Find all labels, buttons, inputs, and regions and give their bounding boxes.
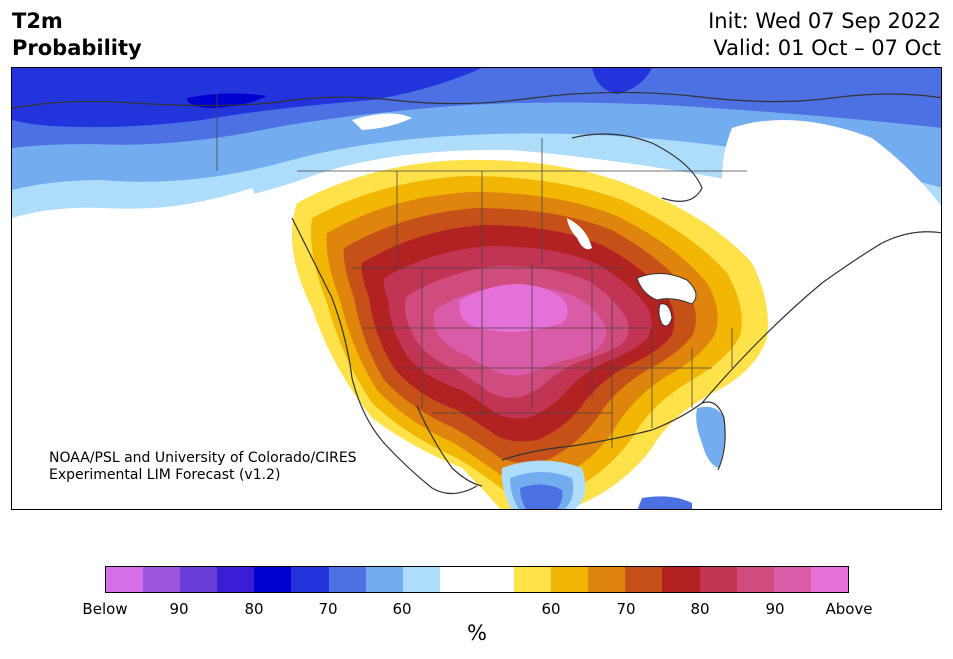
- colorbar-label-below: Below: [82, 600, 128, 618]
- init-date: Init: Wed 07 Sep 2022: [708, 9, 941, 33]
- canada-cold-core: [187, 93, 267, 108]
- colorbar-label-above-80: 80: [690, 600, 710, 618]
- map-panel: [11, 67, 942, 510]
- title-line-1: T2m: [12, 9, 63, 33]
- colorbar-segment: [736, 567, 774, 592]
- credit-line-1: NOAA/PSL and University of Colorado/CIRE…: [49, 450, 357, 466]
- colorbar-label-below-60: 60: [392, 600, 412, 618]
- west-coastline: [291, 217, 478, 495]
- colorbar-segment: [328, 567, 366, 592]
- forecast-dates: Init: Wed 07 Sep 2022 Valid: 01 Oct – 07…: [708, 8, 941, 62]
- colorbar-segment: [180, 567, 218, 592]
- colorbar-segment: [439, 567, 477, 592]
- colorbar-segment: [106, 567, 144, 592]
- arctic-coastline: [12, 91, 941, 109]
- probability-colorbar: [105, 566, 849, 593]
- florida-cold: [696, 406, 725, 468]
- credit-text: NOAA/PSL and University of Colorado/CIRE…: [49, 450, 357, 484]
- political-borders: [216, 93, 747, 448]
- colorbar-unit: %: [467, 621, 487, 645]
- colorbar-segment: [551, 567, 589, 592]
- probability-map: [12, 68, 941, 509]
- colorbar-segment: [773, 567, 811, 592]
- colorbar-label-above-90: 90: [765, 600, 785, 618]
- hudson-bay-coast: [571, 133, 703, 202]
- map-title: T2m Probability: [12, 8, 142, 62]
- colorbar-label-below-70: 70: [318, 600, 338, 618]
- colorbar-segment: [625, 567, 663, 592]
- colorbar-segment: [588, 567, 626, 592]
- colorbar-label-below-80: 80: [244, 600, 264, 618]
- colorbar-segment: [514, 567, 552, 592]
- colorbar-segment: [143, 567, 181, 592]
- east-coastline: [701, 231, 941, 404]
- warm-core-magenta: [459, 284, 568, 332]
- colorbar-label-above-60: 60: [541, 600, 561, 618]
- colorbar-label-above-70: 70: [616, 600, 636, 618]
- colorbar-segment: [365, 567, 403, 592]
- colorbar-segment: [291, 567, 329, 592]
- colorbar-label-below-90: 90: [169, 600, 189, 618]
- lake-michigan: [658, 303, 673, 327]
- title-line-2: Probability: [12, 36, 142, 60]
- hudson-bay-white: [352, 113, 412, 130]
- winnipeg-lake: [567, 218, 592, 250]
- great-lakes: [636, 273, 697, 305]
- colorbar-segment: [810, 567, 848, 592]
- caribbean-cold: [637, 496, 692, 509]
- baja-coast: [416, 405, 483, 487]
- gulf-coastline: [501, 401, 726, 471]
- credit-line-2: Experimental LIM Forecast (v1.2): [49, 467, 281, 483]
- colorbar-segment: [476, 567, 515, 592]
- colorbar-segment: [402, 567, 440, 592]
- colorbar-segment: [662, 567, 700, 592]
- gulf-cold-deep: [520, 484, 563, 509]
- colorbar-segment: [254, 567, 292, 592]
- colorbar-label-above: Above: [825, 600, 873, 618]
- alaska-white: [12, 188, 346, 509]
- colorbar-segment: [217, 567, 255, 592]
- colorbar-segment: [699, 567, 737, 592]
- valid-range: Valid: 01 Oct – 07 Oct: [713, 36, 941, 60]
- arctic-cold-patch: [592, 68, 652, 94]
